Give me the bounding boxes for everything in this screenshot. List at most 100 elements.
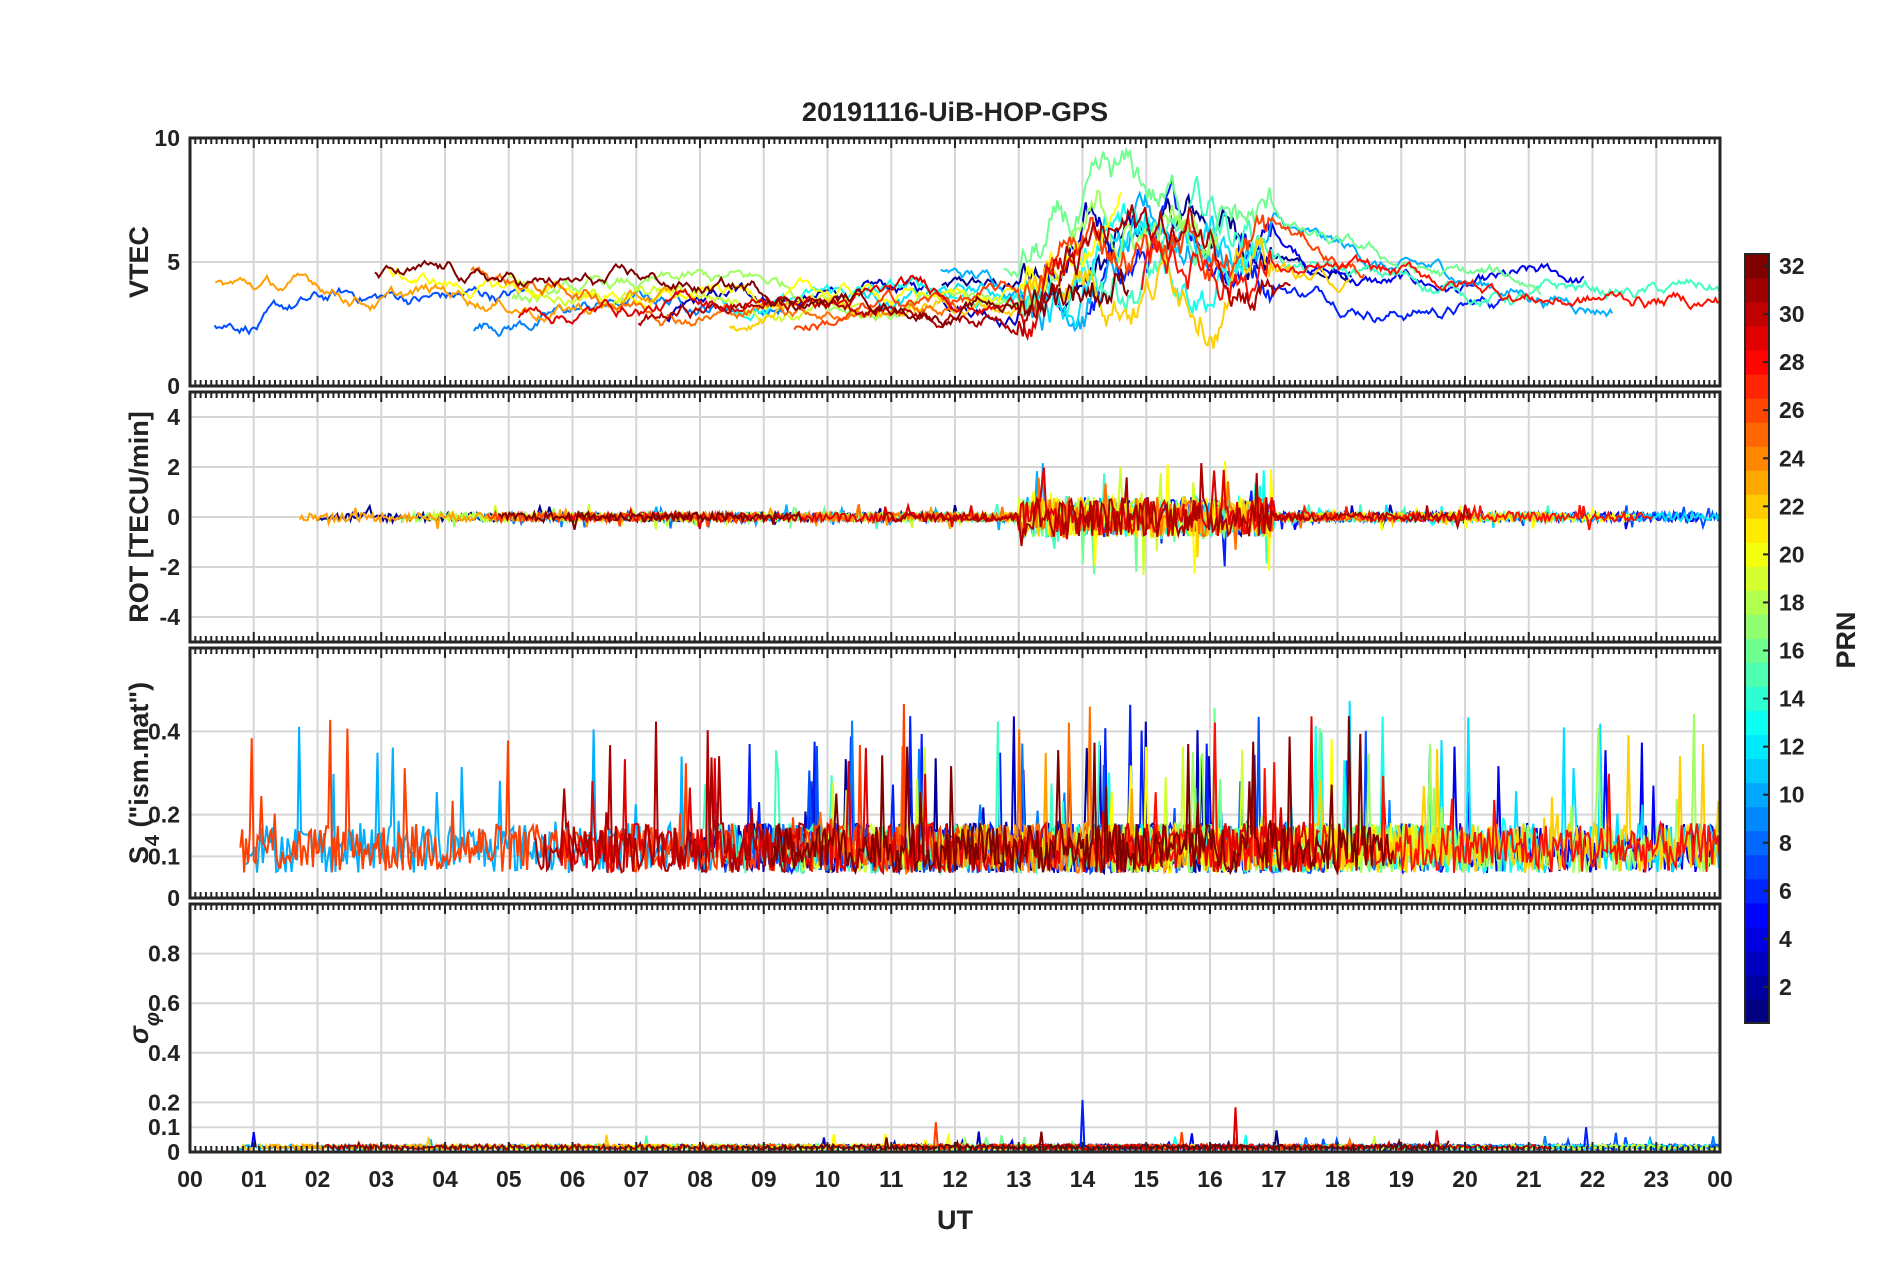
colorbar-tick-label: 8 (1779, 830, 1792, 856)
colorbar-segment (1745, 710, 1769, 736)
colorbar-segment (1745, 518, 1769, 543)
colorbar-tick-label: 18 (1779, 589, 1805, 615)
x-tick-label: 07 (623, 1166, 649, 1192)
series-line-prn (800, 477, 1377, 550)
series-line-prn (1140, 232, 1720, 311)
y-axis-label-subscript: φ (142, 1012, 164, 1026)
y-tick-label: 0.1 (148, 1114, 180, 1140)
series-line-prn (1219, 220, 1585, 294)
y-tick-label: 10 (154, 125, 180, 151)
y-tick-label: 0.2 (148, 1089, 180, 1115)
colorbar-segment (1745, 422, 1769, 447)
y-tick-label: 2 (167, 454, 180, 480)
series-line-prn (517, 249, 1077, 342)
y-tick-label: 0 (167, 504, 180, 530)
x-tick-label: 12 (942, 1166, 968, 1192)
colorbar-tick-label: 6 (1779, 878, 1792, 904)
x-tick-label: 03 (368, 1166, 394, 1192)
colorbar-tick-label: 2 (1779, 974, 1792, 1000)
x-tick-label: 05 (496, 1166, 522, 1192)
colorbar-frame (1744, 253, 1770, 1024)
colorbar-tick-label: 14 (1779, 686, 1805, 712)
x-tick-label: 22 (1580, 1166, 1606, 1192)
series-line-prn (374, 259, 1130, 329)
y-tick-label: 0.8 (148, 941, 180, 967)
x-tick-label: 10 (815, 1166, 841, 1192)
y-tick-label: 0.1 (148, 843, 180, 869)
series-line-prn (323, 1140, 741, 1152)
x-tick-label: 14 (1070, 1166, 1096, 1192)
series-line-prn (882, 463, 1472, 547)
series-spike (1583, 1127, 1590, 1148)
x-tick-label: 11 (879, 1166, 904, 1192)
y-tick-label: -4 (160, 604, 181, 630)
series-line-prn (486, 509, 762, 528)
colorbar-segment (1745, 566, 1769, 591)
colorbar-segment (1745, 614, 1769, 639)
colorbar-tick-label: 22 (1779, 493, 1805, 519)
series-line-prn (637, 204, 1291, 337)
colorbar-segment (1745, 854, 1769, 880)
colorbar-tick-label: 20 (1779, 541, 1805, 567)
x-tick-label: 15 (1133, 1166, 1159, 1192)
series-line-prn (388, 192, 1123, 311)
x-tick-label: 17 (1261, 1166, 1287, 1192)
y-axis-label-main: S (124, 846, 154, 864)
colorbar-tick-label: 32 (1779, 253, 1805, 279)
y-tick-label: 0.6 (148, 990, 180, 1016)
series-line-prn (214, 272, 682, 323)
series-spike (932, 1122, 939, 1148)
series-line-prn (793, 213, 1365, 332)
x-tick-label: 19 (1388, 1166, 1414, 1192)
colorbar-segment (1745, 806, 1769, 832)
y-tick-label: 0.2 (148, 802, 180, 828)
series-spike (250, 1132, 257, 1148)
x-tick-label: 00 (1707, 1166, 1733, 1192)
x-tick-label: 18 (1325, 1166, 1351, 1192)
x-axis-label: UT (937, 1205, 973, 1235)
y-tick-label: 4 (167, 404, 180, 430)
colorbar-tick-label: 4 (1779, 926, 1792, 952)
panel-sigma-phi: 00.10.2 0.4 0.6 0.8 σφ (124, 902, 1722, 1165)
colorbar-tick-label: 10 (1779, 782, 1805, 808)
colorbar-tick-label: 30 (1779, 301, 1805, 327)
chart-title: 20191116-UiB-HOP-GPS (802, 97, 1108, 127)
y-axis-label: VTEC (124, 226, 154, 298)
colorbar-segment (1745, 278, 1769, 303)
colorbar-segment (1745, 326, 1769, 351)
x-tick-label: 08 (687, 1166, 713, 1192)
series-line-prn (534, 721, 807, 874)
y-axis-label: ROT [TECU/min] (124, 411, 154, 622)
x-tick-label: 21 (1516, 1166, 1542, 1192)
series-line-prn (1065, 175, 1720, 316)
series-line-prn (497, 509, 803, 530)
series-line-prn (742, 1131, 1450, 1152)
series-line-prn (473, 289, 785, 338)
y-tick-label: 5 (167, 249, 180, 275)
colorbar-tick-label: 24 (1779, 445, 1805, 471)
x-tick-label: 23 (1643, 1166, 1669, 1192)
y-axis-label-subscript: 4 (142, 834, 164, 846)
colorbar-segment (1745, 374, 1769, 399)
series-line-prn (1003, 146, 1542, 296)
x-tick-label: 02 (305, 1166, 331, 1192)
series-spike (1079, 1099, 1086, 1148)
x-tick-label: 00 (177, 1166, 203, 1192)
y-tick-label: -2 (160, 554, 180, 580)
x-tick-label: 01 (241, 1166, 267, 1192)
colorbar-segment (1745, 470, 1769, 495)
x-tick-label: 04 (432, 1166, 458, 1192)
colorbar-tick-label: 28 (1779, 349, 1805, 375)
series-spike (1232, 1107, 1239, 1148)
y-axis-label: σφ (124, 1012, 164, 1044)
colorbar-segment (1745, 902, 1769, 928)
colorbar-segment (1745, 758, 1769, 784)
series-line-prn (213, 285, 527, 336)
colorbar-label: PRN (1831, 611, 1861, 668)
colorbar-tick-label: 16 (1779, 638, 1805, 664)
y-axis-label-main: σ (124, 1025, 154, 1044)
panel-vtec: 0 5 10 VTEC (124, 125, 1722, 399)
colorbar-tick-label: 12 (1779, 734, 1805, 760)
y-axis-label: S4 ("ism.mat") (124, 682, 164, 864)
